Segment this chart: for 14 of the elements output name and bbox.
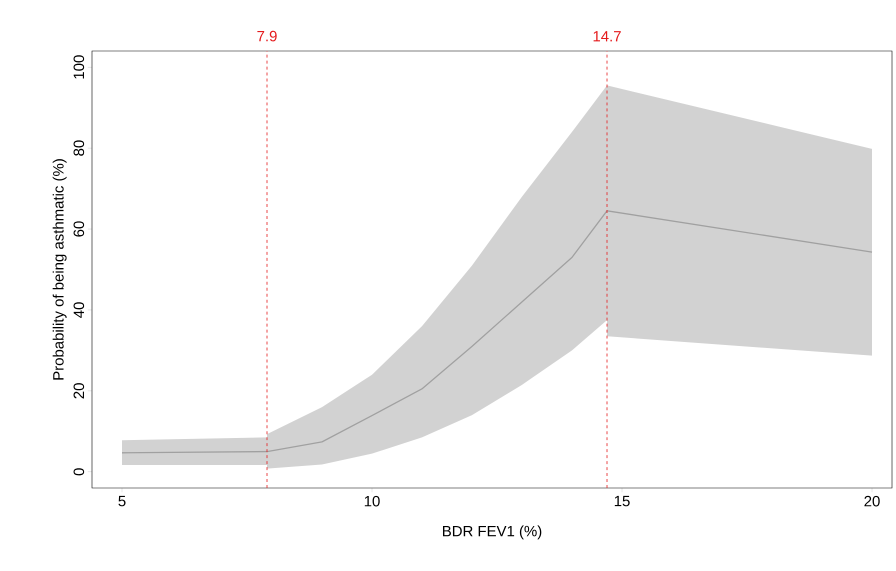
y-tick-label: 20 <box>74 383 84 398</box>
y-tick-label: 60 <box>74 221 84 237</box>
x-tick-label: 5 <box>118 496 126 506</box>
y-tick-label: 80 <box>74 140 84 156</box>
ref-line-label: 7.9 <box>257 30 277 42</box>
x-tick-label: 20 <box>864 496 880 506</box>
x-tick-label: 10 <box>364 496 380 506</box>
x-tick-label: 15 <box>614 496 630 506</box>
y-axis-title: Probability of being asthmatic (%) <box>52 159 67 380</box>
x-axis-title: BDR FEV1 (%) <box>442 525 542 540</box>
y-tick-label: 100 <box>74 55 84 79</box>
y-tick-label: 40 <box>74 302 84 318</box>
ref-line-label: 14.7 <box>594 31 621 42</box>
y-tick-label: 0 <box>74 468 84 476</box>
